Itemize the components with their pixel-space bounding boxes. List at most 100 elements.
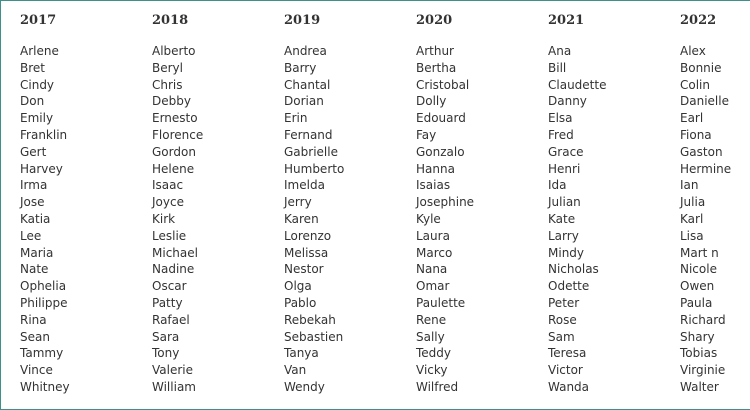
- storm-name: Odette: [548, 279, 590, 294]
- storm-name: Ophelia: [20, 279, 67, 294]
- storm-name: Teresa: [548, 346, 587, 361]
- storm-name: Wendy: [284, 379, 325, 394]
- storm-name: Josephine: [416, 195, 475, 210]
- storm-name: Jerry: [284, 195, 312, 210]
- storm-name: Danielle: [680, 94, 729, 109]
- storm-name: Fernand: [284, 127, 333, 142]
- storm-name: Owen: [680, 279, 715, 294]
- storm-name: Harvey: [20, 161, 63, 176]
- storm-name: Mindy: [548, 245, 585, 260]
- storm-name: Victor: [548, 363, 583, 378]
- storm-name: Walter: [680, 379, 719, 394]
- storm-name: Rebekah: [284, 312, 336, 327]
- storm-name: Jose: [20, 195, 45, 210]
- storm-name: Wilfred: [416, 379, 459, 394]
- storm-name: Lee: [20, 228, 42, 243]
- storm-name: Van: [284, 363, 307, 378]
- storm-name: Debby: [152, 94, 191, 109]
- year-heading: 2021: [548, 13, 585, 28]
- storm-name: Sean: [20, 329, 50, 344]
- storm-name: Katia: [20, 211, 51, 226]
- storm-name: Irma: [20, 178, 48, 193]
- storm-name: Whitney: [20, 379, 70, 394]
- storm-name: Laura: [416, 228, 450, 243]
- storm-name: Hermine: [680, 161, 732, 176]
- storm-name: Lisa: [680, 228, 704, 243]
- storm-name: Colin: [680, 77, 710, 92]
- year-heading: 2017: [20, 13, 57, 28]
- storm-name: Ana: [548, 44, 572, 58]
- storm-name: Alex: [680, 44, 706, 58]
- storm-name: Ian: [680, 178, 699, 193]
- storm-name: Isaac: [152, 178, 184, 193]
- storm-name: Gert: [20, 144, 47, 159]
- year-column-2018: 2018 Alberto Beryl Chris Debby Ernesto Florenc…: [152, 13, 284, 396]
- storm-name: Barry: [284, 60, 317, 75]
- storm-name: Kirk: [152, 211, 176, 226]
- storm-name: Paula: [680, 295, 713, 310]
- storm-name: Karen: [284, 211, 319, 226]
- storm-name: Ernesto: [152, 111, 198, 126]
- storm-name: Karl: [680, 211, 704, 226]
- storm-name: Patty: [152, 295, 183, 310]
- storm-name: Valerie: [152, 363, 193, 378]
- storm-name: Edouard: [416, 111, 466, 126]
- storm-name: Humberto: [284, 161, 345, 176]
- storm-name: Rina: [20, 312, 47, 327]
- year-column-2017: 2017 Arlene Bret Cindy Don Emily Franklin Gert H…: [20, 13, 152, 396]
- storm-name: Hanna: [416, 161, 455, 176]
- storm-name: Danny: [548, 94, 587, 109]
- storm-name: Ida: [548, 178, 567, 193]
- storm-name: Elsa: [548, 111, 573, 126]
- storm-name: Nadine: [152, 262, 195, 277]
- storm-name: Imelda: [284, 178, 325, 193]
- year-heading: 2022: [680, 13, 717, 28]
- storm-name: Cristobal: [416, 77, 470, 92]
- storm-name: Alberto: [152, 44, 196, 58]
- year-column-2022: 2022 Alex Bonnie Colin Danielle Earl Fiona Gast…: [680, 13, 750, 396]
- storm-name: Fred: [548, 127, 574, 142]
- storm-name: Don: [20, 94, 45, 109]
- storm-name: Andrea: [284, 44, 327, 58]
- year-heading: 2018: [152, 13, 189, 28]
- storm-name: Cindy: [20, 77, 55, 92]
- storm-name: Julian: [548, 195, 581, 210]
- storm-name: Richard: [680, 312, 726, 327]
- storm-name: Peter: [548, 295, 580, 310]
- storm-name: Rose: [548, 312, 577, 327]
- year-column-2020: 2020 Arthur Bertha Cristobal Dolly Edouard Fay…: [416, 13, 548, 396]
- storm-name: Henri: [548, 161, 581, 176]
- storm-name: Gordon: [152, 144, 196, 159]
- storm-name: Bret: [20, 60, 45, 75]
- storm-name: Isaias: [416, 178, 451, 193]
- storm-name: Gaston: [680, 144, 723, 159]
- storm-name: Leslie: [152, 228, 187, 243]
- year-column-2021: 2021 Ana Bill Claudette Danny Elsa Fred Grace He…: [548, 13, 680, 396]
- storm-name: Florence: [152, 127, 204, 142]
- storm-name: Mart n: [680, 245, 719, 260]
- year-column-2019: 2019 Andrea Barry Chantal Dorian Erin Fernand G…: [284, 13, 416, 396]
- storm-name: Paulette: [416, 295, 466, 310]
- storm-name: Nicole: [680, 262, 717, 277]
- storm-name: Erin: [284, 111, 308, 126]
- storm-name: Melissa: [284, 245, 329, 260]
- storm-name: Marco: [416, 245, 453, 260]
- storm-name: Tammy: [20, 346, 64, 361]
- storm-name: Gabrielle: [284, 144, 338, 159]
- storm-name: Fiona: [680, 127, 712, 142]
- storm-name: Oscar: [152, 279, 187, 294]
- storm-name: Gonzalo: [416, 144, 465, 159]
- storm-name: Tobias: [680, 346, 718, 361]
- storm-name: Arthur: [416, 44, 454, 58]
- storm-name: Lorenzo: [284, 228, 332, 243]
- storm-name: William: [152, 379, 196, 394]
- storm-name: Sara: [152, 329, 180, 344]
- storm-name: Nana: [416, 262, 448, 277]
- storm-name: Kate: [548, 211, 576, 226]
- storm-name: Grace: [548, 144, 584, 159]
- storm-name: Teddy: [416, 346, 452, 361]
- storm-name: Shary: [680, 329, 715, 344]
- storm-name: Sebastien: [284, 329, 344, 344]
- storm-name: Vicky: [416, 363, 448, 378]
